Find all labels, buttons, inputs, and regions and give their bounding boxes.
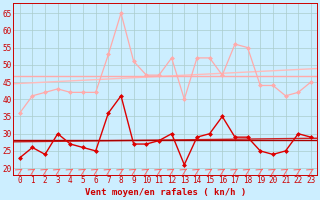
X-axis label: Vent moyen/en rafales ( kn/h ): Vent moyen/en rafales ( kn/h )	[85, 188, 246, 197]
